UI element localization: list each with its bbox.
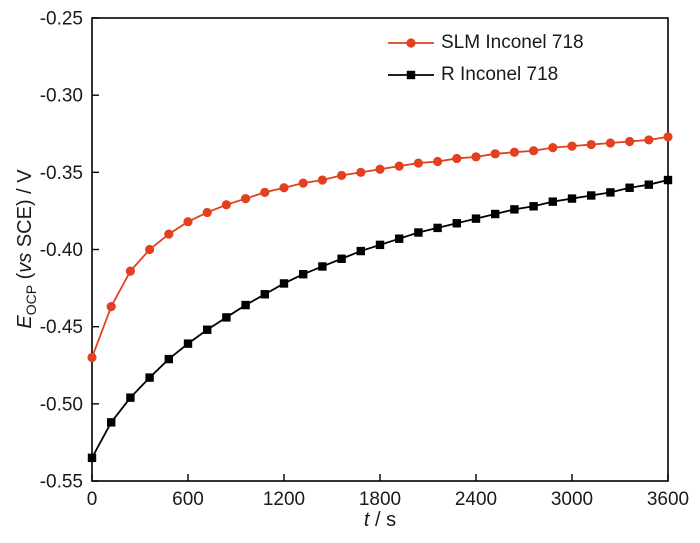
svg-text:-0.25: -0.25 [40,9,83,30]
x-axis-unit: / s [369,509,397,531]
svg-text:3600: 3600 [647,489,689,510]
svg-text:1800: 1800 [359,489,401,510]
svg-text:-0.35: -0.35 [40,163,83,184]
legend-label-slm: SLM Inconel 718 [441,32,584,53]
y-axis-pre: ( [14,272,36,285]
svg-text:1200: 1200 [263,489,305,510]
svg-text:0: 0 [87,489,98,510]
y-axis-vs: vs [14,252,36,273]
svg-text:-0.30: -0.30 [40,86,83,107]
y-axis-symbol: E [14,315,36,329]
svg-text:3000: 3000 [551,489,593,510]
svg-text:-0.50: -0.50 [40,394,83,415]
svg-text:2400: 2400 [455,489,497,510]
svg-text:-0.40: -0.40 [40,240,83,261]
svg-text:-0.45: -0.45 [40,317,83,338]
legend-item-r-inconel-718: R Inconel 718 [388,62,584,88]
x-axis-label: t / s [92,509,668,532]
legend-marker-r-square-icon [388,66,434,84]
legend-marker-slm-circle-icon [388,34,434,52]
legend-item-slm-inconel-718: SLM Inconel 718 [388,30,584,56]
y-axis-label: EOCP (vs SCE) / V [4,18,46,480]
y-axis-unit: SCE) / V [14,169,36,253]
svg-text:600: 600 [172,489,204,510]
svg-text:-0.55: -0.55 [40,472,83,493]
y-axis-subscript: OCP [23,284,39,316]
x-axis-symbol: t [363,509,370,531]
legend-label-r: R Inconel 718 [441,64,559,85]
legend: SLM Inconel 718 R Inconel 718 [388,30,584,88]
